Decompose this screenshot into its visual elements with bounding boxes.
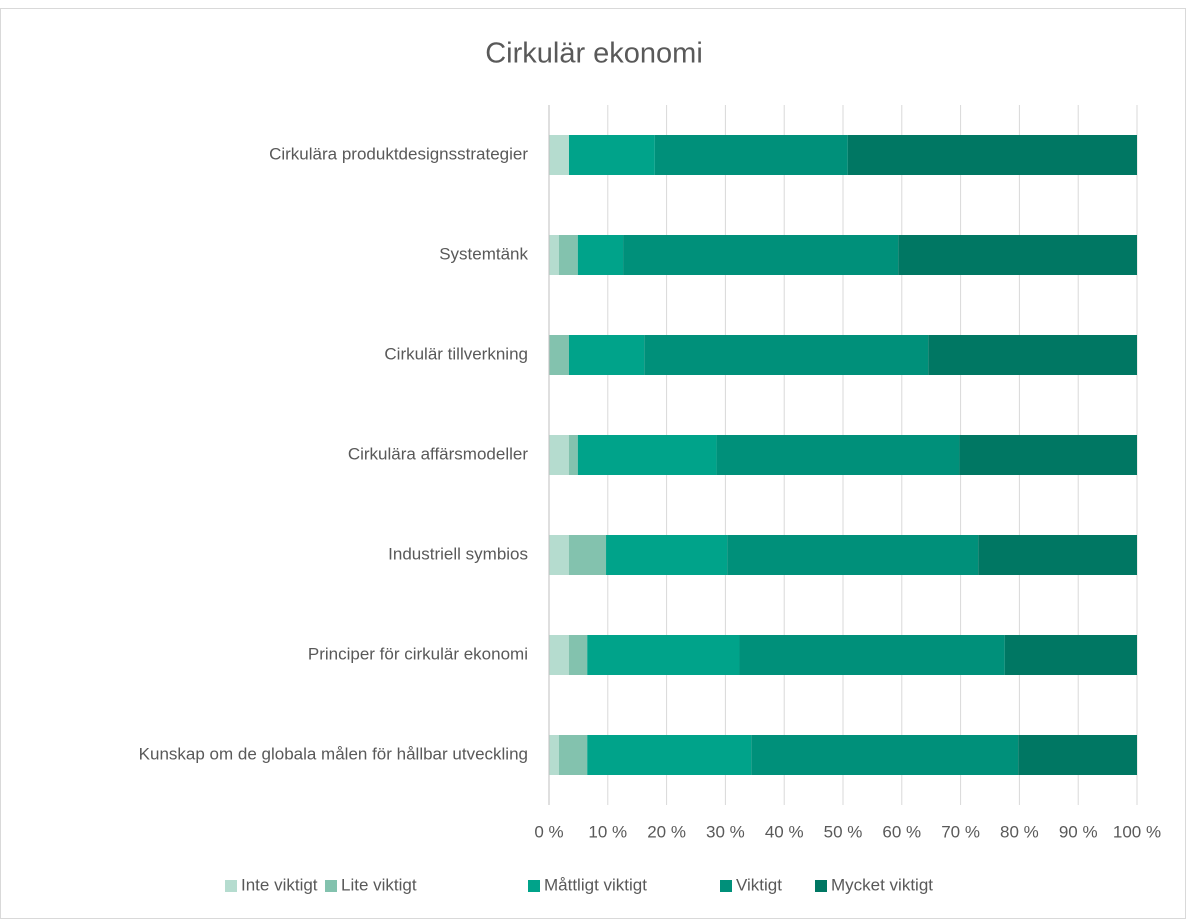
bar-segment [898,235,1137,275]
bar-segment [577,235,624,275]
y-tick-label: Cirkulär tillverkning [384,344,528,363]
y-tick-label: Cirkulära produktdesignsstrategier [269,144,528,163]
bar-segment [587,735,752,775]
bar-segment [549,535,569,575]
chart-title: Cirkulär ekonomi [485,38,703,70]
bar-segment [1004,635,1137,675]
y-tick-label: Kunskap om de globala målen för hållbar … [139,744,528,763]
y-tick-label: Systemtänk [439,244,528,263]
legend-swatch [225,880,237,892]
x-tick-label: 0 % [534,822,563,841]
x-tick-label: 80 % [1000,822,1039,841]
bar-segment [568,135,655,175]
bar-segment [558,235,578,275]
legend-label: Måttligt viktigt [544,875,647,894]
bar-segment [928,335,1137,375]
bar-segment [654,135,848,175]
legend-swatch [528,880,540,892]
bar-segment [568,435,578,475]
x-tick-label: 10 % [588,822,627,841]
legend-label: Lite viktigt [341,875,417,894]
bar-segment [568,335,645,375]
bar-segment [549,635,569,675]
bar-segment [727,535,979,575]
bar-segment [568,535,607,575]
x-tick-label: 30 % [706,822,745,841]
legend-label: Inte viktigt [241,875,318,894]
bar-segment [978,535,1137,575]
bar-segment [549,435,569,475]
bar-segment [549,135,569,175]
legend-swatch [720,880,732,892]
bar-segment [959,435,1137,475]
bar-segment [568,635,588,675]
bar-segment [847,135,1137,175]
legend-label: Mycket viktigt [831,875,933,894]
bar-segment [549,335,569,375]
bar-segment [716,435,960,475]
x-tick-label: 70 % [941,822,980,841]
x-tick-label: 90 % [1059,822,1098,841]
bar-segment [587,635,740,675]
y-tick-label: Principer för cirkulär ekonomi [308,644,528,663]
bar-segment [558,735,588,775]
x-tick-label: 60 % [882,822,921,841]
bar-segment [623,235,899,275]
bar-segment [751,735,1019,775]
legend-swatch [815,880,827,892]
x-tick-label: 20 % [647,822,686,841]
bar-segment [577,435,717,475]
y-tick-label: Industriell symbios [388,544,528,563]
bar-segment [549,235,559,275]
x-tick-label: 50 % [824,822,863,841]
bar-segment [549,735,559,775]
legend-swatch [325,880,337,892]
x-tick-label: 40 % [765,822,804,841]
bar-segment [739,635,1005,675]
y-tick-label: Cirkulära affärsmodeller [348,444,528,463]
legend-label: Viktigt [736,875,782,894]
bar-segment [644,335,929,375]
bar-segment [606,535,728,575]
x-tick-label: 100 % [1113,822,1161,841]
bar-segment [1018,735,1137,775]
